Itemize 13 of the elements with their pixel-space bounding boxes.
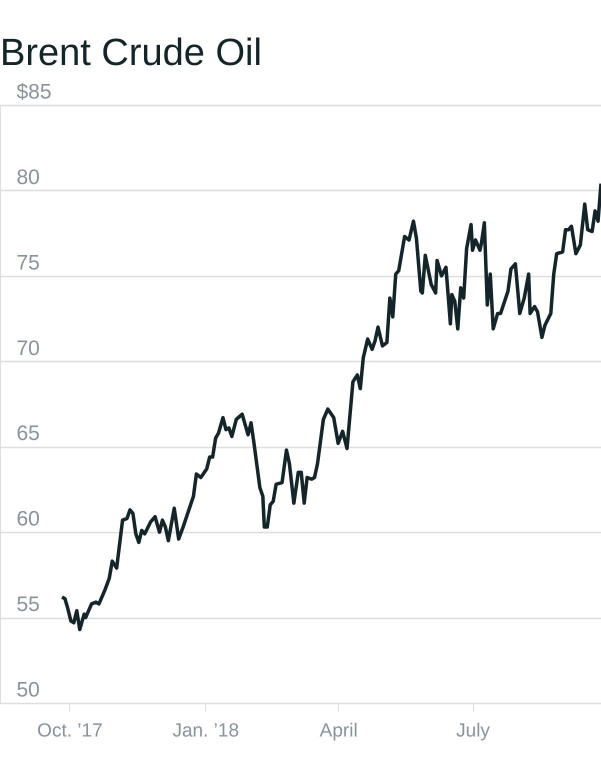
x-tick-label: Jan. ’18	[172, 720, 240, 742]
y-tick-label: 65	[16, 422, 40, 446]
y-tick-label: $85	[16, 80, 52, 104]
y-tick-label: 55	[16, 593, 40, 616]
x-tick-label: July	[456, 720, 490, 742]
y-tick-label: 80	[16, 166, 40, 189]
y-tick-label: 75	[16, 251, 40, 274]
chart-title: Brent Crude Oil	[0, 32, 262, 74]
y-tick-label: 70	[16, 336, 40, 360]
x-tick-label: April	[320, 720, 358, 742]
y-tick-label: 50	[16, 678, 40, 702]
y-tick-label: 60	[16, 508, 40, 531]
x-tick-label: Oct. ’17	[37, 720, 103, 742]
